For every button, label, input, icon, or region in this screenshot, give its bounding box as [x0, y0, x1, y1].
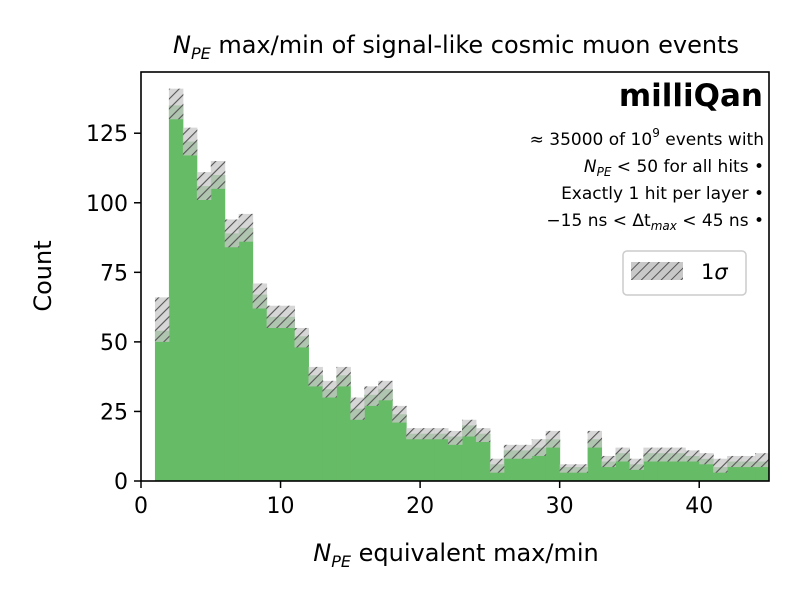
histogram-bar	[308, 375, 323, 481]
x-tick-label: 0	[134, 494, 148, 519]
sigma-band-hatch	[238, 213, 254, 242]
brand-label: milliQan	[619, 78, 763, 114]
sigma-band-hatch	[434, 428, 449, 440]
sigma-band-hatch	[280, 305, 296, 328]
sigma-band-hatch	[741, 455, 756, 468]
x-tick-label: 20	[406, 494, 434, 519]
histogram-bar	[350, 408, 365, 481]
histogram-bar	[378, 389, 393, 481]
sigma-band-hatch	[755, 453, 769, 468]
sigma-band-hatch	[685, 450, 700, 462]
histogram-bar	[182, 141, 198, 481]
uncertainty-bands	[154, 88, 769, 473]
sigma-band-hatch	[559, 464, 575, 473]
sigma-band-hatch	[587, 430, 603, 448]
histogram-bar	[266, 316, 282, 481]
histogram-bar	[294, 336, 309, 481]
sigma-band-hatch	[699, 453, 714, 465]
histogram-bar	[322, 389, 337, 481]
histogram-bar	[238, 227, 254, 481]
histogram-bar	[196, 186, 212, 481]
histogram-bar	[685, 455, 700, 481]
sigma-band-hatch	[252, 283, 268, 309]
histogram-bar	[280, 316, 296, 481]
histogram-bar	[406, 433, 421, 481]
sigma-band-hatch	[727, 455, 742, 468]
histogram-bar	[364, 394, 379, 481]
sigma-band-hatch	[350, 397, 365, 420]
sigma-band-hatch	[336, 366, 351, 387]
sigma-band-hatch	[671, 447, 686, 462]
histogram-bar	[545, 439, 561, 481]
annotation-hit-cut: Exactly 1 hit per layer •	[561, 184, 764, 204]
sigma-band-hatch	[531, 439, 547, 456]
histogram-bar	[224, 233, 240, 481]
annotation-event-count: ≈ 35000 of 109 events with	[530, 126, 764, 150]
sigma-band-hatch	[406, 428, 421, 440]
histogram-bar	[336, 375, 351, 481]
sigma-band-hatch	[475, 428, 491, 443]
y-tick-label: 125	[86, 122, 128, 147]
annotation-npe-cut: NPE < 50 for all hits •	[584, 157, 764, 179]
sigma-band-hatch	[420, 428, 435, 440]
sigma-band-hatch	[322, 380, 337, 398]
y-axis-ticks: 0 25 50 75 100 125	[86, 122, 141, 495]
sigma-band-hatch	[657, 447, 672, 462]
sigma-band-hatch	[503, 444, 519, 459]
sigma-band-hatch	[517, 444, 533, 459]
sigma-band-hatch	[643, 447, 658, 462]
x-tick-label: 10	[267, 494, 295, 519]
sigma-band-hatch	[615, 447, 630, 462]
y-tick-label: 75	[100, 261, 128, 286]
histogram-bar	[252, 294, 268, 481]
x-tick-label: 40	[685, 494, 713, 519]
histogram-bar	[154, 330, 170, 481]
sigma-band-hatch	[168, 88, 184, 120]
histogram-bar	[420, 433, 435, 481]
sigma-band-hatch	[364, 386, 379, 406]
chart-title: NPE max/min of signal-like cosmic muon e…	[173, 31, 739, 63]
x-axis-label: NPE equivalent max/min	[313, 539, 598, 571]
histogram-bars	[154, 105, 769, 481]
x-axis-ticks: 0 10 20 30 40	[134, 481, 713, 519]
legend-label-sigma: 1σ	[701, 260, 728, 284]
y-axis-label: Count	[29, 240, 57, 311]
annotation-time-cut: −15 ns < Δtmax < 45 ns •	[546, 211, 764, 233]
sigma-band-hatch	[266, 305, 282, 328]
legend-swatch-sigma	[631, 262, 683, 280]
sigma-band-hatch	[196, 172, 212, 200]
sigma-band-hatch	[154, 297, 170, 342]
histogram-bar	[587, 439, 603, 481]
sigma-band-hatch	[545, 430, 561, 448]
sigma-band-hatch	[489, 458, 505, 473]
y-tick-label: 50	[100, 331, 128, 356]
histogram-bar	[448, 436, 463, 481]
histogram-bar	[210, 174, 226, 481]
y-tick-label: 0	[114, 470, 128, 495]
sigma-band-hatch	[294, 327, 309, 348]
y-tick-label: 100	[86, 192, 128, 217]
legend: 1σ	[622, 250, 747, 296]
sigma-band-hatch	[448, 430, 463, 445]
sigma-band-hatch	[224, 219, 240, 248]
sigma-band-hatch	[601, 455, 616, 468]
x-tick-label: 30	[546, 494, 574, 519]
histogram-bar	[461, 425, 477, 481]
histogram-bar	[392, 414, 407, 481]
histogram-bar	[475, 433, 491, 481]
sigma-band-hatch	[308, 366, 323, 387]
histogram-bar	[168, 105, 184, 481]
sigma-band-hatch	[573, 464, 589, 473]
sigma-band-hatch	[182, 127, 198, 156]
sigma-band-hatch	[629, 458, 644, 470]
y-tick-label: 25	[100, 400, 128, 425]
sigma-band-hatch	[713, 458, 728, 473]
histogram-bar	[434, 433, 449, 481]
sigma-band-hatch	[378, 380, 393, 401]
sigma-band-hatch	[461, 419, 477, 437]
plot-frame	[140, 71, 770, 482]
sigma-band-hatch	[392, 405, 407, 423]
sigma-band-hatch	[210, 161, 226, 189]
